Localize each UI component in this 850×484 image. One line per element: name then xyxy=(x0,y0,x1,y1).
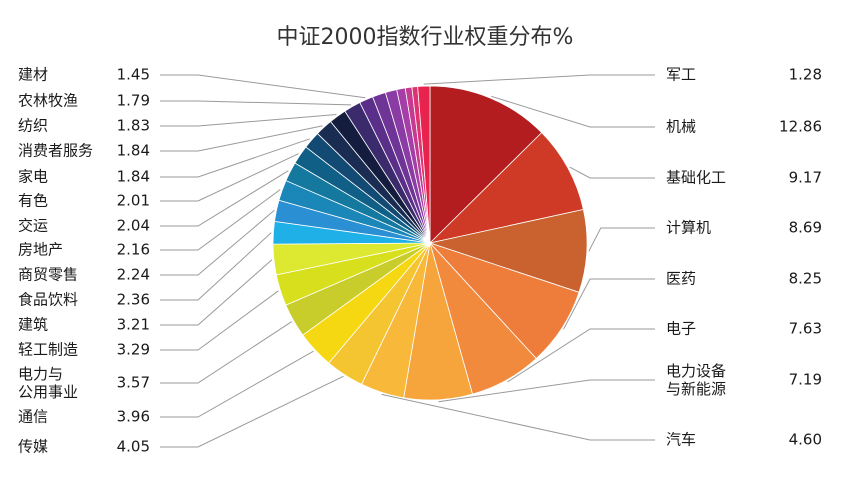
leader-line-医药 xyxy=(563,278,655,330)
leader-line-机械 xyxy=(491,95,655,128)
leader-line-食品饮料 xyxy=(160,232,272,301)
slice-label-传媒: 传媒 xyxy=(18,438,48,456)
pie-slice-机械 xyxy=(429,85,543,244)
leader-line-建筑 xyxy=(160,259,273,326)
leader-line-建材 xyxy=(160,74,366,99)
slice-label-纺织: 纺织 xyxy=(18,117,48,135)
slice-label-交运: 交运 xyxy=(18,217,48,235)
slice-value-房地产: 2.16 xyxy=(117,241,150,259)
slice-value-消费者服务: 1.84 xyxy=(117,142,150,160)
pie-slice-计算机 xyxy=(428,208,588,293)
slice-label-消费者服务: 消费者服务 xyxy=(18,142,93,160)
slice-label-汽车: 汽车 xyxy=(666,431,696,449)
chart-title: 中证2000指数行业权重分布% xyxy=(277,25,574,50)
leader-line-轻工制造 xyxy=(160,290,279,351)
leader-line-通信 xyxy=(160,350,314,418)
slice-label-军工: 军工 xyxy=(666,66,696,84)
slice-value-农林牧渔: 1.79 xyxy=(117,92,150,110)
slice-value-电力与公用事业: 3.57 xyxy=(117,374,150,392)
leader-lines xyxy=(160,74,655,448)
leader-line-军工 xyxy=(423,74,655,85)
slice-value-家电: 1.84 xyxy=(117,168,150,186)
slice-value-基础化工: 9.17 xyxy=(789,169,822,187)
slice-value-建材: 1.45 xyxy=(117,66,150,84)
slice-label-基础化工: 基础化工 xyxy=(666,169,726,187)
slice-label-电力与公用事业: 电力与公用事业 xyxy=(18,365,78,401)
slice-label-电力设备与新能源: 电力设备与新能源 xyxy=(666,362,726,398)
leader-line-基础化工 xyxy=(569,166,655,179)
slice-label-房地产: 房地产 xyxy=(18,241,63,259)
slice-value-食品饮料: 2.36 xyxy=(117,291,150,309)
leader-line-商贸零售 xyxy=(160,209,275,276)
pie-slice-基础化工 xyxy=(428,132,584,244)
leader-line-汽车 xyxy=(381,393,655,441)
slice-value-交运: 2.04 xyxy=(117,217,150,235)
leader-line-计算机 xyxy=(588,227,655,252)
slice-label-建筑: 建筑 xyxy=(18,316,48,334)
slice-label-家电: 家电 xyxy=(18,168,48,186)
slice-label-计算机: 计算机 xyxy=(666,219,711,237)
slice-label-医药: 医药 xyxy=(666,270,696,288)
slice-label-通信: 通信 xyxy=(18,408,48,426)
leader-line-家电 xyxy=(160,138,311,178)
slice-value-有色: 2.01 xyxy=(117,192,150,210)
leader-line-电子 xyxy=(507,328,655,383)
pie-slice-军工 xyxy=(417,85,431,244)
slice-label-有色: 有色 xyxy=(18,192,48,210)
leader-line-农林牧渔 xyxy=(160,100,352,106)
leader-line-消费者服务 xyxy=(160,125,323,152)
pie-slices xyxy=(272,85,588,401)
slice-value-军工: 1.28 xyxy=(789,66,822,84)
leader-line-交运 xyxy=(160,170,289,227)
slice-value-机械: 12.86 xyxy=(779,118,822,136)
slice-value-医药: 8.25 xyxy=(789,270,822,288)
leader-line-传媒 xyxy=(160,375,344,448)
slice-label-建材: 建材 xyxy=(18,66,48,84)
leader-line-电力与公用事业 xyxy=(160,321,293,384)
slice-value-计算机: 8.69 xyxy=(789,219,822,237)
slice-value-商贸零售: 2.24 xyxy=(117,266,150,284)
slice-label-食品饮料: 食品饮料 xyxy=(18,291,78,309)
leader-line-电力设备与新能源 xyxy=(438,379,655,403)
leader-line-房地产 xyxy=(160,189,281,251)
slice-value-电子: 7.63 xyxy=(789,320,822,338)
slice-label-机械: 机械 xyxy=(666,118,696,136)
slice-value-传媒: 4.05 xyxy=(117,438,150,456)
slice-value-轻工制造: 3.29 xyxy=(117,341,150,359)
slice-label-轻工制造: 轻工制造 xyxy=(18,341,78,359)
slice-label-电子: 电子 xyxy=(666,320,696,338)
leader-line-纺织 xyxy=(160,114,337,127)
slice-value-建筑: 3.21 xyxy=(117,316,150,334)
slice-value-电力设备与新能源: 7.19 xyxy=(789,371,822,389)
slice-label-农林牧渔: 农林牧渔 xyxy=(18,92,78,110)
slice-value-纺织: 1.83 xyxy=(117,117,150,135)
slice-labels: 机械 12.86 基础化工 9.17 计算机 8.69 医药 8.25 电子 7.63 电力设备与新… xyxy=(18,66,822,456)
slice-value-通信: 3.96 xyxy=(117,408,150,426)
slice-value-汽车: 4.60 xyxy=(789,431,822,449)
slice-label-商贸零售: 商贸零售 xyxy=(18,266,78,284)
leader-line-有色 xyxy=(160,153,299,202)
